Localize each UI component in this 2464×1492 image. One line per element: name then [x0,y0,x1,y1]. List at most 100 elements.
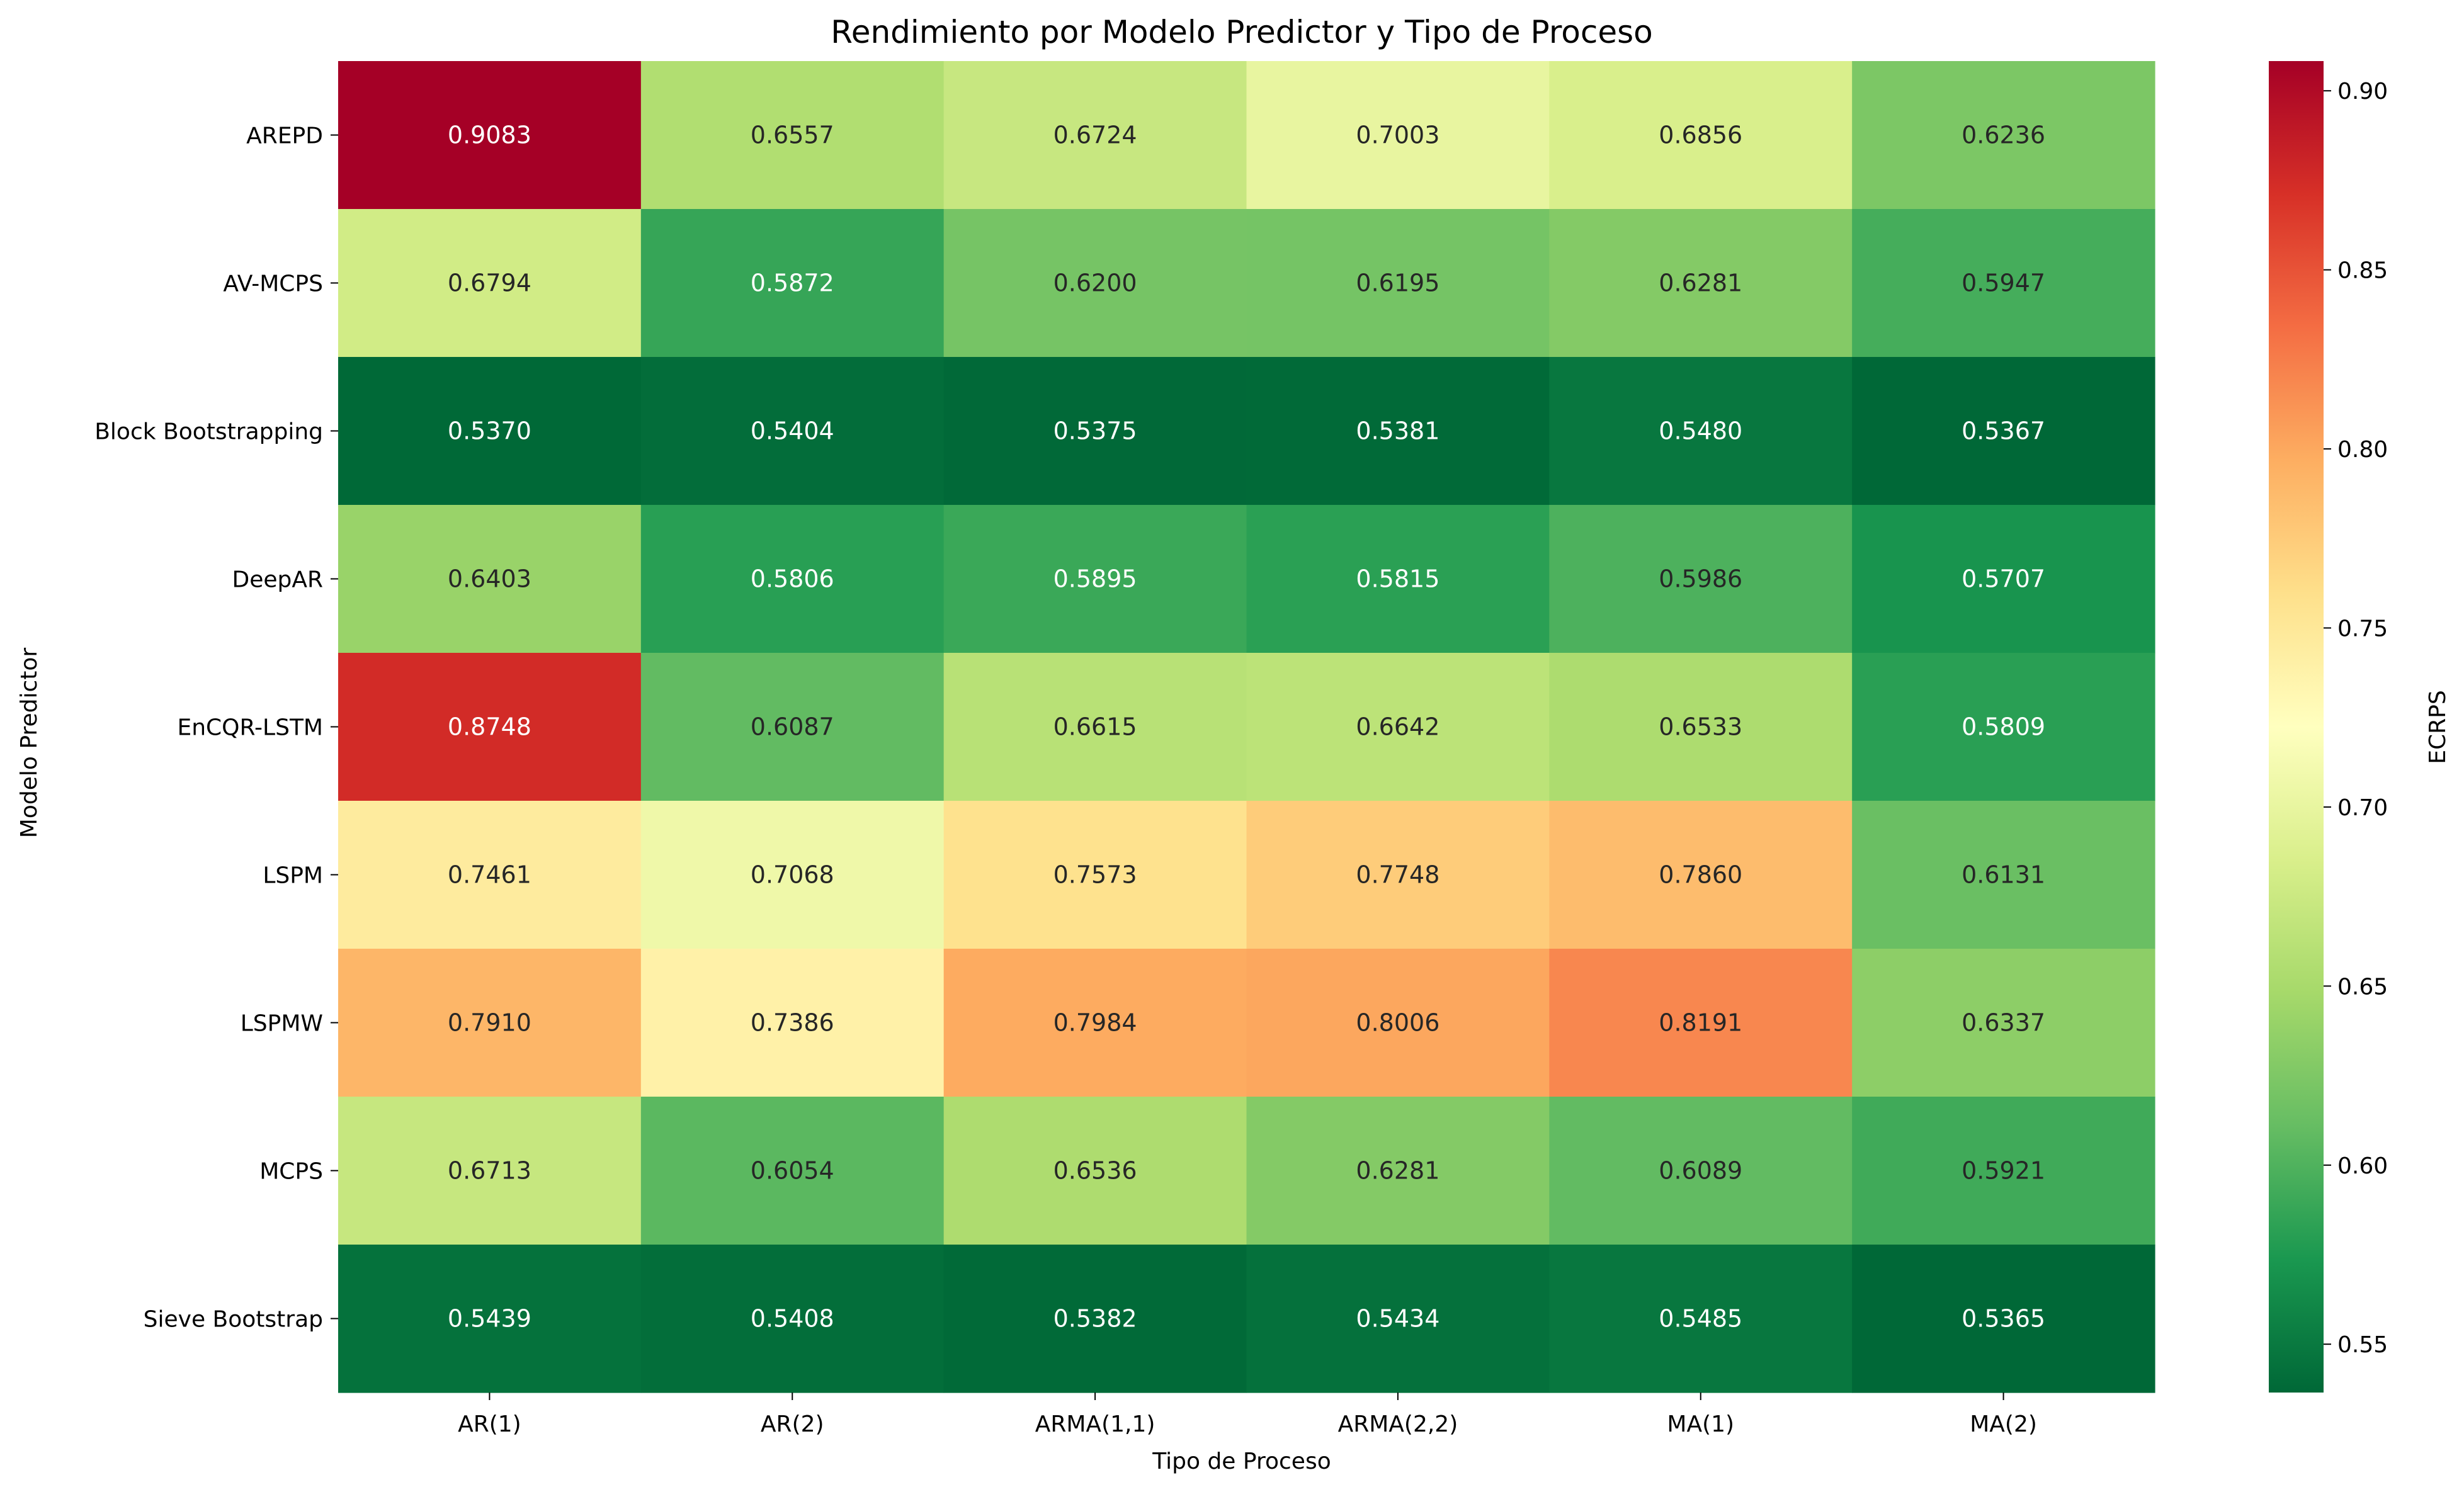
heatmap-cell [640,1245,945,1393]
heatmap-cell [338,1097,642,1245]
y-tick-label: AV-MCPS [223,271,323,297]
heatmap-cell [338,801,642,949]
cell-value-label: 0.6054 [751,1157,834,1185]
cell-value-label: 0.5375 [1053,417,1137,445]
cell-value-label: 0.5707 [1962,565,2045,593]
cell-value-label: 0.7748 [1356,861,1439,889]
heatmap-cell [640,949,945,1097]
cell-value-label: 0.5367 [1962,417,2045,445]
heatmap-cells [338,61,2155,1393]
heatmap-cell [1852,209,2155,358]
y-tick-label: AREPD [246,123,323,149]
cell-value-label: 0.6794 [448,269,531,297]
cell-value-label: 0.7910 [448,1009,531,1037]
cell-value-label: 0.6200 [1053,269,1137,297]
heatmap-cell [1246,209,1550,358]
heatmap-cell [1246,61,1550,210]
heatmap-cell [1246,1097,1550,1245]
colorbar-tick-label: 0.65 [2337,974,2388,1000]
y-tick-label: LSPM [263,863,323,889]
y-tick-label: Block Bootstrapping [94,419,323,445]
heatmap-cell [338,209,642,358]
heatmap-cell [640,653,945,801]
heatmap-cell [338,653,642,801]
cell-value-label: 0.7461 [448,861,531,889]
cell-value-label: 0.5815 [1356,565,1439,593]
cell-value-label: 0.5986 [1659,565,1742,593]
cell-value-label: 0.5434 [1356,1305,1439,1333]
cell-value-label: 0.6713 [448,1157,531,1185]
cell-value-label: 0.6533 [1659,713,1742,741]
heatmap-cell [1852,801,2155,949]
cell-value-label: 0.6642 [1356,713,1439,741]
heatmap-cell [1549,505,1853,653]
heatmap-cell [1549,801,1853,949]
x-axis-label: Tipo de Proceso [1152,1449,1331,1474]
heatmap-cell [943,357,1247,506]
cell-value-label: 0.6281 [1356,1157,1439,1185]
cell-value-label: 0.5895 [1053,565,1137,593]
cell-value-label: 0.8006 [1356,1009,1439,1037]
heatmap-cell [640,209,945,358]
y-axis-ticks: AREPD AV-MCPS Block Bootstrapping DeepAR EnC… [94,123,338,1333]
cell-value-label: 0.5365 [1962,1305,2045,1333]
cell-value-label: 0.6236 [1962,122,2045,149]
cell-value-label: 0.5921 [1962,1157,2045,1185]
cell-value-label: 0.9083 [448,122,531,149]
heatmap-cell [640,61,945,210]
x-tick-label: ARMA(2,2) [1338,1411,1458,1437]
cell-value-label: 0.5404 [751,417,834,445]
heatmap-cell [1549,1097,1853,1245]
colorbar-tick-label: 0.75 [2337,616,2388,641]
cell-value-label: 0.7068 [751,861,834,889]
cell-value-label: 0.6281 [1659,269,1742,297]
cell-value-label: 0.5947 [1962,269,2045,297]
cell-value-label: 0.6131 [1962,861,2045,889]
heatmap-cell [943,61,1247,210]
heatmap-cell [943,1097,1247,1245]
heatmap-cell [943,653,1247,801]
colorbar-tick-label: 0.70 [2337,795,2388,821]
chart-title: Rendimiento por Modelo Predictor y Tipo … [831,14,1653,50]
colorbar-label: ECRPS [2425,690,2451,764]
cell-value-label: 0.6087 [751,713,834,741]
cell-value-label: 0.5809 [1962,713,2045,741]
heatmap-cell [1246,1245,1550,1393]
y-tick-label: Sieve Bootstrap [144,1307,323,1333]
heatmap-cell [1549,949,1853,1097]
cell-value-label: 0.6856 [1659,122,1742,149]
heatmap-cell [1852,1245,2155,1393]
cell-value-label: 0.5381 [1356,417,1439,445]
cell-value-label: 0.6089 [1659,1157,1742,1185]
x-tick-label: AR(1) [458,1411,521,1437]
y-axis-label: Modelo Predictor [16,648,42,839]
heatmap-cell [338,1245,642,1393]
heatmap-cell [338,61,642,210]
y-tick-label: DeepAR [232,567,323,593]
y-tick-label: EnCQR-LSTM [177,715,323,741]
heatmap-cell [640,505,945,653]
heatmap-cell [1246,653,1550,801]
colorbar-tick-label: 0.60 [2337,1153,2388,1179]
colorbar-tick-label: 0.90 [2337,79,2388,105]
heatmap-cell [640,357,945,506]
cell-value-label: 0.5382 [1053,1305,1137,1333]
colorbar-tick-label: 0.55 [2337,1332,2388,1358]
heatmap-cell [1549,357,1853,506]
cell-value-label: 0.5439 [448,1305,531,1333]
heatmap-cell [338,357,642,506]
heatmap-value-labels: 0.9083 0.6557 0.6724 0.7003 0.6856 0.6236 0.67… [448,122,2045,1333]
heatmap-cell [338,949,642,1097]
cell-value-label: 0.6536 [1053,1157,1137,1185]
heatmap-cell [943,1245,1247,1393]
heatmap-cell [1246,801,1550,949]
colorbar-tick-label: 0.85 [2337,258,2388,284]
cell-value-label: 0.7386 [751,1009,834,1037]
heatmap-cell [943,505,1247,653]
x-tick-label: AR(2) [761,1411,824,1437]
heatmap-cell [1852,949,2155,1097]
cell-value-label: 0.7984 [1053,1009,1137,1037]
heatmap-cell [1852,505,2155,653]
heatmap-cell [338,505,642,653]
